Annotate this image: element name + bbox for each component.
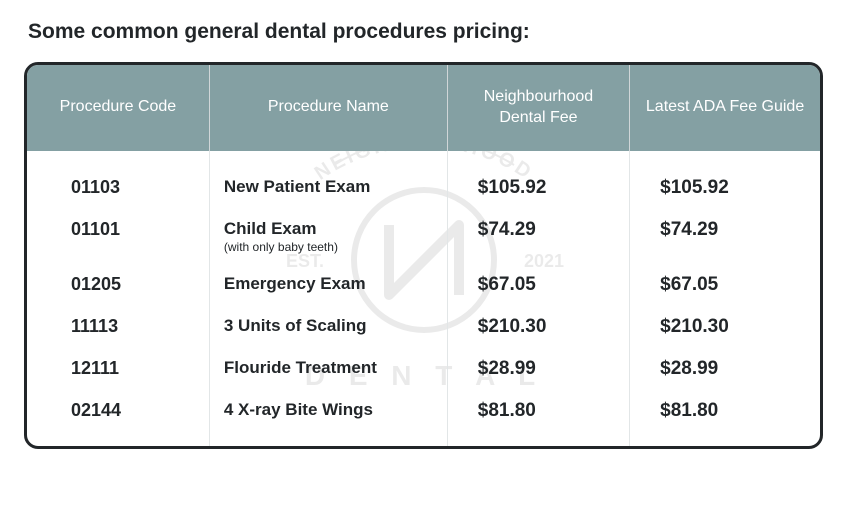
pricing-table-container: NEIGHBOURHOOD EST. 2021 D E N T A L Proc… bbox=[24, 62, 823, 449]
page-title: Some common general dental procedures pr… bbox=[24, 20, 823, 44]
col-header-name: Procedure Name bbox=[209, 65, 447, 151]
cell-ada-fee: $28.99 bbox=[630, 344, 820, 386]
cell-our-fee: $74.29 bbox=[447, 205, 629, 260]
cell-name: New Patient Exam bbox=[209, 151, 447, 205]
cell-code: 02144 bbox=[27, 386, 209, 446]
cell-ada-fee: $67.05 bbox=[630, 260, 820, 302]
cell-code: 01101 bbox=[27, 205, 209, 260]
cell-our-fee: $67.05 bbox=[447, 260, 629, 302]
table-body: 01103 New Patient Exam $105.92 $105.92 0… bbox=[27, 151, 820, 446]
cell-code: 01205 bbox=[27, 260, 209, 302]
pricing-table: Procedure Code Procedure Name Neighbourh… bbox=[27, 65, 820, 446]
cell-ada-fee: $74.29 bbox=[630, 205, 820, 260]
cell-ada-fee: $105.92 bbox=[630, 151, 820, 205]
cell-name: Child Exam(with only baby teeth) bbox=[209, 205, 447, 260]
table-row: 01101 Child Exam(with only baby teeth) $… bbox=[27, 205, 820, 260]
table-header-row: Procedure Code Procedure Name Neighbourh… bbox=[27, 65, 820, 151]
cell-name: Emergency Exam bbox=[209, 260, 447, 302]
col-header-our-fee: NeighbourhoodDental Fee bbox=[447, 65, 629, 151]
table-row: 11113 3 Units of Scaling $210.30 $210.30 bbox=[27, 302, 820, 344]
cell-name: 3 Units of Scaling bbox=[209, 302, 447, 344]
cell-code: 12111 bbox=[27, 344, 209, 386]
cell-our-fee: $210.30 bbox=[447, 302, 629, 344]
col-header-code: Procedure Code bbox=[27, 65, 209, 151]
col-header-ada-fee: Latest ADA Fee Guide bbox=[630, 65, 820, 151]
cell-ada-fee: $81.80 bbox=[630, 386, 820, 446]
cell-ada-fee: $210.30 bbox=[630, 302, 820, 344]
cell-name: Flouride Treatment bbox=[209, 344, 447, 386]
table-row: 01103 New Patient Exam $105.92 $105.92 bbox=[27, 151, 820, 205]
cell-our-fee: $81.80 bbox=[447, 386, 629, 446]
cell-our-fee: $105.92 bbox=[447, 151, 629, 205]
cell-code: 11113 bbox=[27, 302, 209, 344]
cell-code: 01103 bbox=[27, 151, 209, 205]
cell-name: 4 X-ray Bite Wings bbox=[209, 386, 447, 446]
cell-our-fee: $28.99 bbox=[447, 344, 629, 386]
table-row: 01205 Emergency Exam $67.05 $67.05 bbox=[27, 260, 820, 302]
table-row: 02144 4 X-ray Bite Wings $81.80 $81.80 bbox=[27, 386, 820, 446]
table-row: 12111 Flouride Treatment $28.99 $28.99 bbox=[27, 344, 820, 386]
